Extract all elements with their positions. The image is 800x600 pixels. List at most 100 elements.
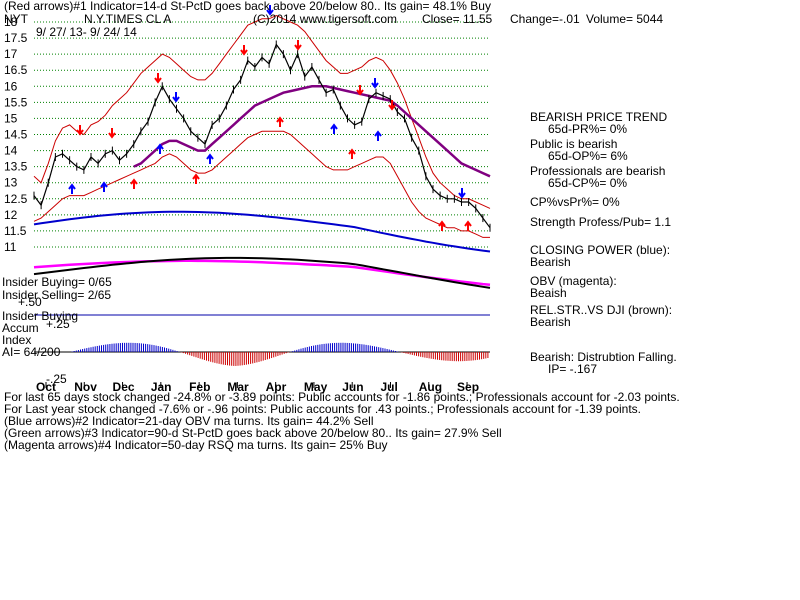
footer-65day: For last 65 days stock changed -24.8% or… <box>4 390 680 404</box>
footer-green-arrows: (Green arrows)#3 Indicator=90-d St-PctD … <box>4 426 502 440</box>
y-tick-label: 12.5 <box>4 192 28 206</box>
signal-arrow <box>374 130 382 141</box>
date-range: 9/ 27/ 13- 9/ 24/ 14 <box>36 25 137 39</box>
signal-arrow <box>130 178 138 189</box>
insider-buying-count: Insider Buying= 0/65 <box>2 275 112 289</box>
rel-str-line <box>33 256 491 289</box>
y-tick-label: 14.5 <box>4 128 28 142</box>
signal-arrow <box>76 125 84 136</box>
x-tick-label: Sep <box>457 380 479 394</box>
ai-value: AI= 64/200 <box>2 345 61 359</box>
x-tick-label: Oct <box>36 380 56 394</box>
y-tick-label: 17.5 <box>4 31 28 45</box>
insider-selling-count: Insider Selling= 2/65 <box>2 288 112 302</box>
signal-arrow <box>156 143 164 154</box>
obv-state: Beaish <box>530 286 567 300</box>
x-tick-label: Jun <box>342 380 363 394</box>
x-tick-label: Aug <box>419 380 442 394</box>
footer-blue-arrows: (Blue arrows)#2 Indicator=21-day OBV ma … <box>4 414 374 428</box>
distribution-title: Bearish: Distrubtion Falling. <box>530 350 677 364</box>
y-tick-label: 13.5 <box>4 160 28 174</box>
accum-label: Accum <box>2 321 39 335</box>
close-value: Close= 11.55 <box>422 12 493 26</box>
signal-arrow <box>464 220 472 231</box>
signal-arrow <box>206 153 214 164</box>
price-gridlines <box>34 21 490 248</box>
y-tick-label: 11.5 <box>4 224 27 238</box>
upper-band-line <box>33 15 491 209</box>
y-tick-label: 13 <box>4 176 18 190</box>
x-tick-label: Feb <box>189 380 210 394</box>
signal-arrow <box>356 85 364 96</box>
y-tick-label: 16.5 <box>4 63 28 77</box>
price-series <box>33 15 491 238</box>
professionals-sentiment: Professionals are bearish <box>530 164 666 178</box>
closing-power-line <box>33 210 491 253</box>
signal-arrow <box>371 78 379 89</box>
signal-arrow <box>388 100 396 111</box>
y-tick-label: 15.5 <box>4 95 28 109</box>
signal-arrow <box>294 40 302 51</box>
accum-bottom-value: -.25 <box>46 372 67 386</box>
signal-arrow <box>240 45 248 56</box>
x-tick-label: May <box>304 380 328 394</box>
moving-average-line <box>133 85 491 178</box>
indicator-1-line: (Red arrows)#1 Indicator=14-d St-PctD go… <box>4 0 491 13</box>
y-tick-label: 11 <box>4 240 17 254</box>
closing-power-title: CLOSING POWER (blue): <box>530 243 671 257</box>
index-label: Index <box>2 333 32 347</box>
x-tick-label: Nov <box>74 380 97 394</box>
y-tick-label: 15 <box>4 111 18 125</box>
ticker: NYT <box>4 12 28 26</box>
relstr-state: Bearish <box>530 315 571 329</box>
price-line <box>33 43 491 229</box>
signal-arrow <box>438 220 446 231</box>
signal-arrow <box>348 148 356 159</box>
footer-magenta-arrows: (Magenta arrows)#4 Indicator=50-day RSQ … <box>4 438 388 452</box>
insider-panel-title: Insider Buying <box>2 309 79 323</box>
lower-panels <box>33 210 491 366</box>
company-name: N.Y.TIMES CL A <box>84 12 172 26</box>
strength-value: Strength Profess/Pub= 1.1 <box>530 215 672 229</box>
volume-value: Volume= 5044 <box>586 12 664 26</box>
change-value: Change=-.01 <box>510 12 580 26</box>
signal-arrows <box>68 5 472 231</box>
ia-top-value: +.50 <box>18 295 42 309</box>
signal-arrow <box>108 128 116 139</box>
copyright: (C)2014 www.tigersoft.com <box>253 12 398 26</box>
closing-power-state: Bearish <box>530 255 571 269</box>
cp-value: 65d-CP%= 0% <box>548 176 628 190</box>
signal-arrow <box>192 173 200 184</box>
signal-arrow <box>276 116 284 127</box>
x-tick-label: Dec <box>113 380 135 394</box>
x-tick-label: Jan <box>151 380 172 394</box>
public-sentiment: Public is bearish <box>530 137 618 151</box>
signal-arrow <box>100 181 108 192</box>
trend-title: BEARISH PRICE TREND <box>530 110 668 124</box>
y-tick-labels: 18 17.5 17 16.5 16 15.5 15 14.5 14 13.5 13 12.5 12 11… <box>4 15 28 254</box>
ip-value: IP= -.167 <box>548 362 598 376</box>
y-tick-label: 17 <box>4 47 18 61</box>
y-tick-label: 16 <box>4 79 18 93</box>
obv-title: OBV (magenta): <box>530 274 617 288</box>
signal-arrow <box>266 5 274 16</box>
x-tick-label: Jul <box>380 380 397 394</box>
op-value: 65d-OP%= 6% <box>548 149 628 163</box>
cpvs-value: CP%vsPr%= 0% <box>530 195 620 209</box>
x-tick-labels: Oct Nov Dec Jan Feb Mar Apr May Jun Jul Aug Sep <box>36 380 479 394</box>
x-tick-label: Apr <box>266 380 287 394</box>
x-tick-label: Mar <box>227 380 249 394</box>
y-tick-label: 12 <box>4 208 18 222</box>
lower-band-line <box>33 130 490 238</box>
relstr-title: REL.STR..VS DJI (brown): <box>530 303 673 317</box>
signal-arrow <box>68 183 76 194</box>
footer-year: For Last year stock changed -7.6% or -.9… <box>4 402 642 416</box>
accum-top-value: +.25 <box>46 317 70 331</box>
signal-arrow <box>458 188 466 199</box>
signal-arrow <box>154 73 162 84</box>
signal-arrow <box>330 123 338 134</box>
signal-arrow <box>172 92 180 103</box>
y-tick-label: 18 <box>4 15 18 29</box>
y-tick-label: 14 <box>4 144 18 158</box>
